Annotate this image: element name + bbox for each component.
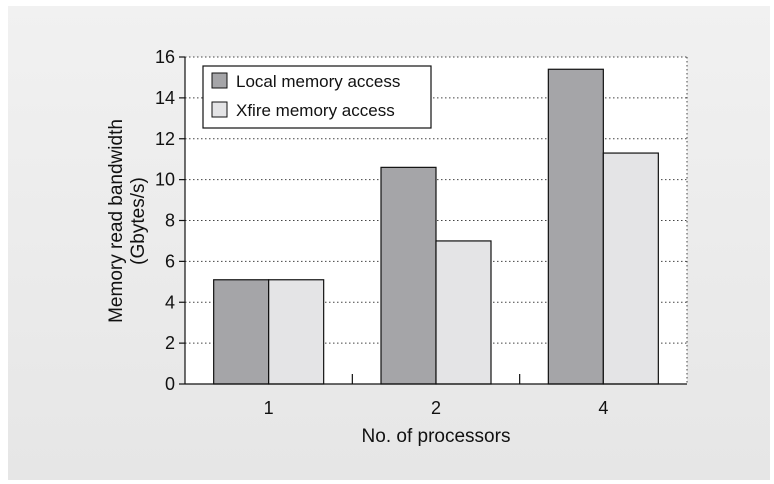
- x-tick-label: 2: [431, 398, 441, 418]
- bar-xfire-2: [435, 240, 492, 385]
- y-tick-label: 16: [155, 47, 175, 67]
- y-axis-title-line-1: Memory read bandwidth: [106, 119, 127, 323]
- legend-label-local: Local memory access: [236, 72, 400, 91]
- y-tick-label: 8: [165, 211, 175, 231]
- x-tick-label: 4: [598, 398, 608, 418]
- gridlines: [185, 56, 688, 384]
- y-tick-label: 12: [155, 129, 175, 149]
- legend-swatch-xfire: [211, 101, 228, 118]
- bar-xfire-4: [602, 152, 659, 385]
- y-axis-title: Memory read bandwidth (Gbytes/s): [106, 119, 149, 323]
- y-tick-label: 10: [155, 170, 175, 190]
- y-tick-label: 14: [155, 88, 175, 108]
- x-tick-labels: 1 2 4: [264, 374, 608, 418]
- legend: Local memory access Xfire memory access: [202, 65, 432, 129]
- y-tick-label: 4: [165, 292, 175, 312]
- y-tick-label: 6: [165, 251, 175, 271]
- bar-local-1: [213, 279, 270, 385]
- x-tick-label: 1: [264, 398, 274, 418]
- bar-xfire-1: [268, 279, 325, 385]
- y-tick-label: 0: [165, 374, 175, 394]
- y-tick-label: 2: [165, 333, 175, 353]
- legend-swatch-local: [211, 72, 228, 89]
- legend-label-xfire: Xfire memory access: [236, 101, 395, 120]
- x-axis-title: No. of processors: [362, 426, 511, 447]
- y-tick-labels: 0 2 4 6 8 10 12 14 16: [155, 47, 185, 394]
- bar-local-4: [547, 68, 604, 385]
- legend-box: [202, 65, 432, 129]
- bar-local-2: [380, 166, 437, 385]
- bars: [213, 68, 659, 385]
- y-axis-title-line-2: (Gbytes/s): [128, 177, 149, 265]
